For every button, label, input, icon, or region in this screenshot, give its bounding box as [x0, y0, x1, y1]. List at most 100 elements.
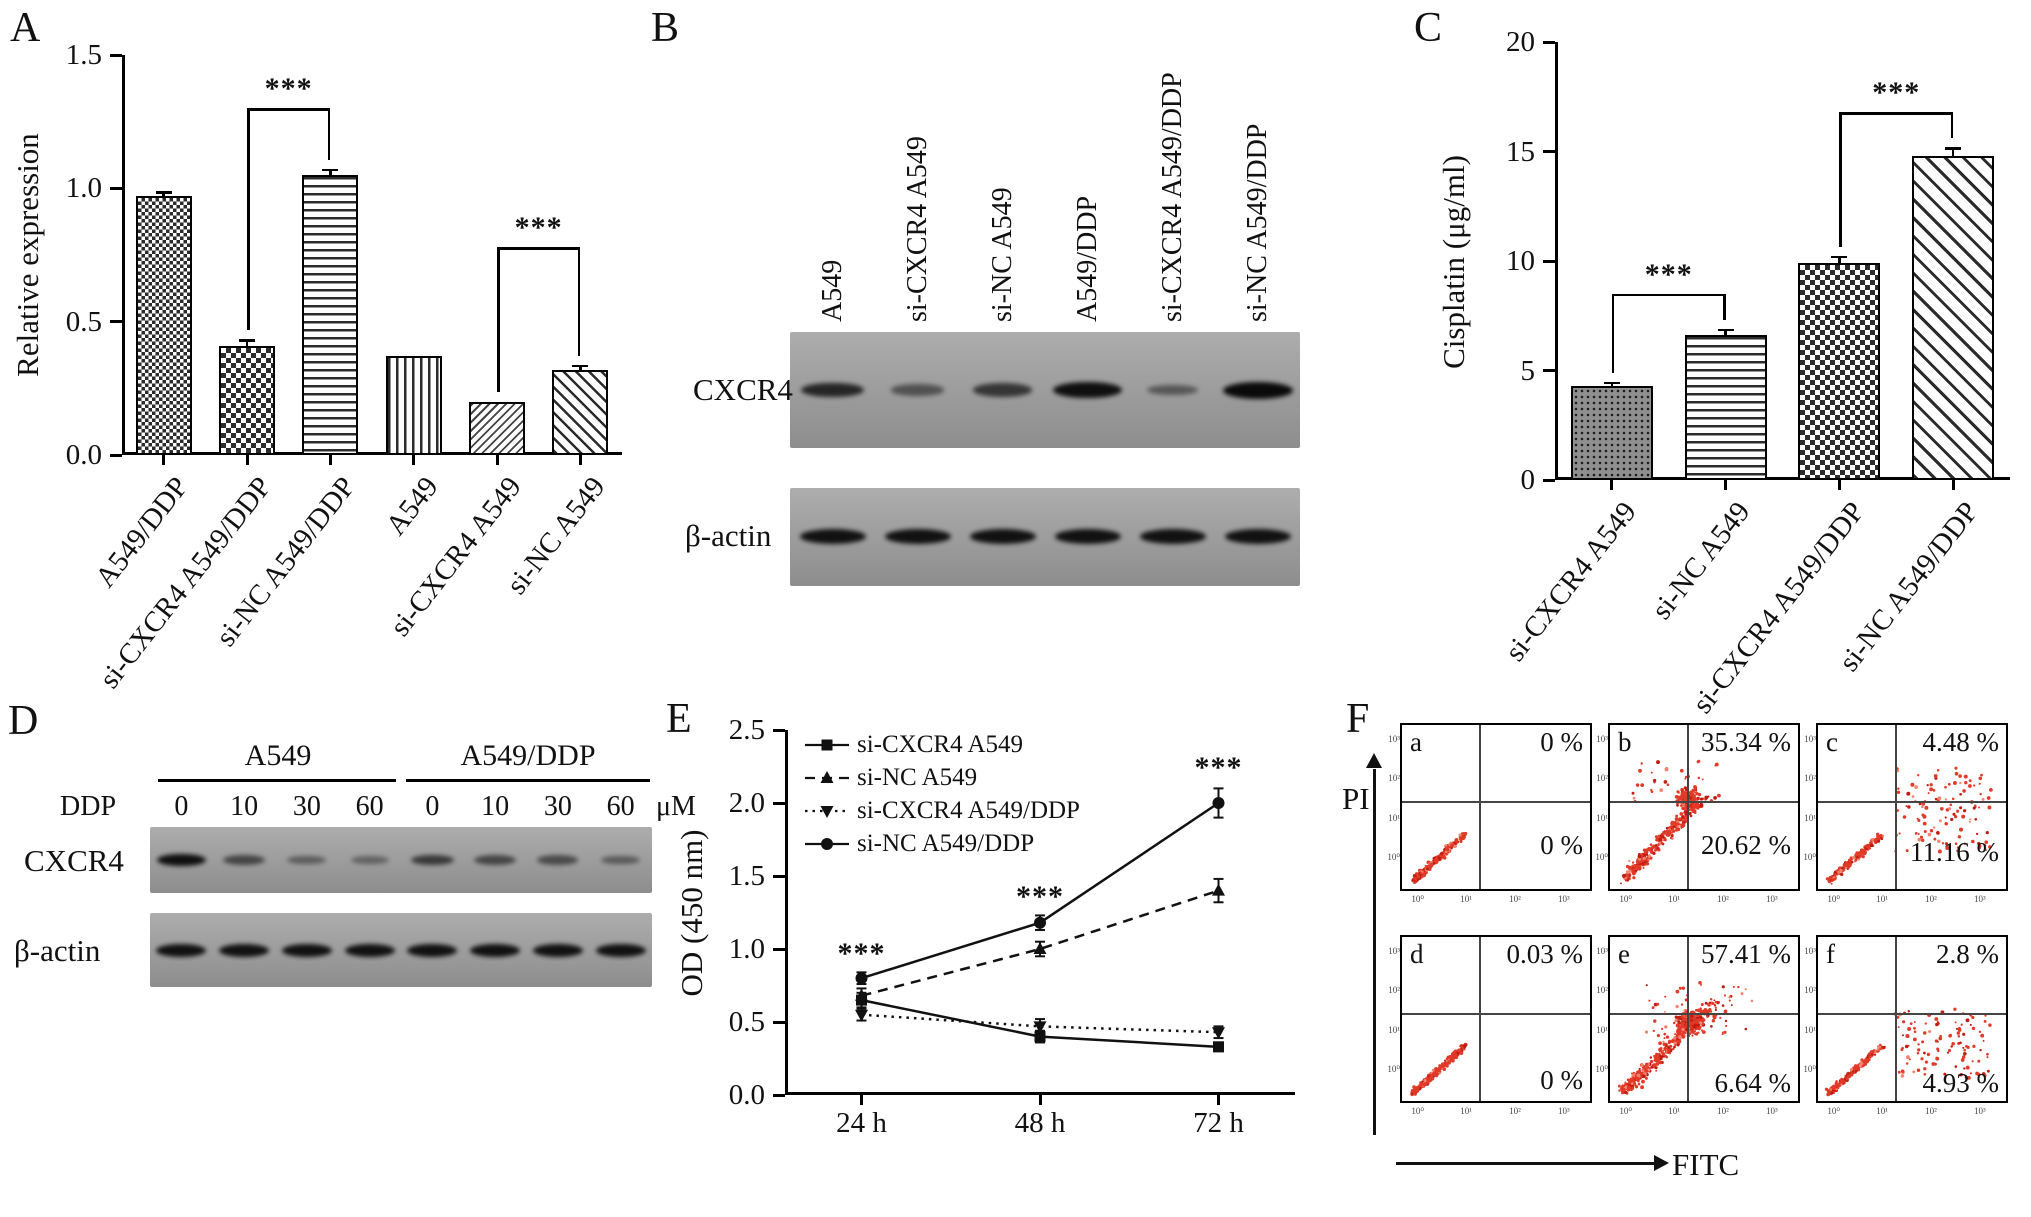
- scatter-dot: [1969, 1023, 1972, 1026]
- scatter-dot: [1673, 1045, 1676, 1049]
- scatter-dot: [1676, 1043, 1680, 1047]
- error-bar-cap: [1831, 255, 1848, 259]
- scatter-dot: [1682, 806, 1686, 810]
- scatter-dot: [1676, 803, 1679, 807]
- scatter-dot: [1421, 873, 1425, 877]
- scatter-dot: [1714, 1008, 1717, 1012]
- scatter-dot: [1959, 1041, 1962, 1045]
- scatter-dot: [1713, 999, 1716, 1002]
- scatter-dot: [1667, 1046, 1670, 1050]
- scatter-dot: [1947, 1048, 1952, 1053]
- flow-lower-percent: 0 %: [1540, 829, 1583, 860]
- scatter-dot: [1848, 862, 1852, 866]
- panel-f: F PI FITC a 0 % 0 % 10⁰ 10⁰ 10¹ 10¹ 10² 10² 10³ 10…: [1340, 695, 2031, 1217]
- scatter-dot: [1975, 1071, 1979, 1076]
- scatter-dot: [1676, 825, 1680, 829]
- scatter-dot: [1651, 1006, 1655, 1010]
- flow-y-tick-label: 10⁰: [1387, 1063, 1400, 1074]
- blot-row-label-actin: β-actin: [685, 518, 772, 553]
- scatter-dot: [1980, 1033, 1985, 1038]
- scatter-dot: [1933, 774, 1938, 778]
- x-tick: [245, 455, 249, 465]
- axes-frame: [785, 730, 1295, 1095]
- error-bar: [162, 192, 165, 199]
- scatter-dot: [1645, 1062, 1649, 1066]
- flow-x-tick-label: 10³: [1558, 1106, 1570, 1116]
- scatter-dot: [1663, 831, 1667, 835]
- bar: [385, 356, 442, 455]
- scatter-dot: [1706, 1015, 1709, 1019]
- sig-bracket-leg: [577, 247, 581, 356]
- flow-panel-a: a 0 % 0 % 10⁰ 10⁰ 10¹ 10¹ 10² 10² 10³ 10³: [1387, 723, 1592, 904]
- flow-x-tick-label: 10³: [1558, 894, 1570, 904]
- scatter-dot: [1652, 778, 1657, 783]
- scatter-dot: [1445, 852, 1448, 856]
- scatter-dot: [1691, 792, 1695, 796]
- scatter-dot: [1665, 1056, 1669, 1059]
- scatter-dot: [1668, 826, 1672, 829]
- bar: [552, 369, 609, 455]
- scatter-dot: [1954, 1021, 1957, 1024]
- scatter-dot: [1965, 1065, 1970, 1070]
- scatter-dot: [1652, 1029, 1655, 1033]
- y-tick-label: 0.0: [728, 1079, 765, 1111]
- scatter-dot: [1917, 774, 1920, 777]
- flow-y-tick-label: 10¹: [1388, 812, 1400, 823]
- scatter-dot: [1659, 834, 1663, 837]
- flow-lower-percent: 20.62 %: [1701, 829, 1791, 860]
- scatter-dot: [1719, 1016, 1722, 1020]
- scatter-dot: [1431, 1068, 1435, 1072]
- scatter-dot: [1702, 1030, 1706, 1034]
- flow-x-tick-label: 10⁰: [1619, 1106, 1632, 1116]
- scatter-dot: [1710, 1025, 1713, 1028]
- scatter-dot: [1912, 1070, 1916, 1074]
- scatter-dot: [1924, 1060, 1928, 1064]
- bar: [302, 175, 359, 455]
- scatter-dot: [1913, 1026, 1916, 1030]
- scatter-dot: [1630, 1082, 1634, 1085]
- x-tick: [578, 455, 582, 465]
- scatter-dot: [1906, 791, 1911, 796]
- panel-c-label: C: [1414, 5, 1443, 51]
- lane-label: si-NC A549: [986, 187, 1018, 322]
- blot-band: [884, 529, 951, 544]
- scatter-dot: [1658, 1047, 1662, 1052]
- scatter-dot: [1980, 773, 1983, 777]
- scatter-dot: [1958, 774, 1962, 778]
- y-tick-label: 1.5: [65, 39, 102, 71]
- scatter-dot: [1656, 1002, 1660, 1006]
- scatter-dot: [1461, 1046, 1464, 1049]
- flow-scatter-canvas: [1410, 1042, 1468, 1097]
- panel-f-label: F: [1346, 696, 1370, 742]
- scatter-dot: [1959, 781, 1962, 785]
- scatter-dot: [1866, 845, 1869, 849]
- scatter-dot: [1933, 1062, 1937, 1066]
- flow-y-tick-label: 10⁰: [1803, 1063, 1816, 1074]
- scatter-dot: [1445, 850, 1448, 854]
- scatter-dot: [1434, 857, 1439, 862]
- scatter-dot: [1944, 785, 1947, 789]
- blot-band: [344, 944, 395, 957]
- scatter-dot: [1963, 1067, 1966, 1070]
- scatter-dot: [1662, 1052, 1665, 1055]
- flow-panel-letter: d: [1410, 939, 1424, 969]
- y-tick: [1543, 259, 1555, 263]
- scatter-dot: [1917, 1048, 1921, 1052]
- scatter-dot: [1721, 1004, 1725, 1007]
- legend-sample-circle: [805, 838, 849, 850]
- scatter-dot: [1896, 809, 1900, 812]
- scatter-dot: [1637, 1082, 1641, 1086]
- scatter-dot: [1658, 1041, 1662, 1046]
- scatter-dot: [1840, 1081, 1844, 1084]
- scatter-dot: [1965, 1018, 1970, 1023]
- dose-value: 0: [174, 791, 189, 822]
- scatter-dot: [1678, 986, 1682, 990]
- scatter-dot: [1641, 862, 1645, 865]
- bar: [469, 401, 525, 455]
- error-bar-cap: [322, 168, 339, 172]
- scatter-dot: [1984, 1014, 1987, 1017]
- scatter-dot: [1695, 791, 1699, 796]
- y-tick-label: 0.5: [65, 305, 102, 338]
- scatter-dot: [1982, 1039, 1985, 1042]
- scatter-dot: [1868, 1055, 1872, 1059]
